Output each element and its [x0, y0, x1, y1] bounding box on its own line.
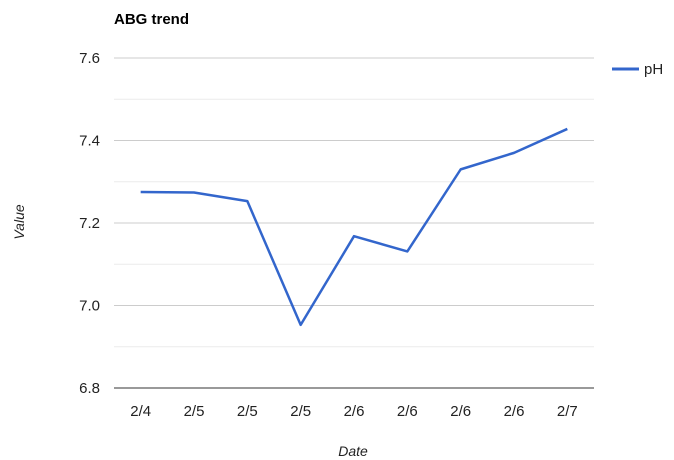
y-axis-ticks: 6.8 7.0 7.2 7.4 7.6: [79, 50, 100, 397]
y-axis-title: Value: [11, 204, 27, 240]
y-tick-label: 7.4: [79, 133, 100, 150]
x-tick-label: 2/7: [557, 403, 578, 420]
x-tick-label: 2/6: [450, 403, 471, 420]
x-axis-ticks: 2/4 2/5 2/5 2/5 2/6 2/6 2/6 2/6 2/7: [130, 403, 578, 420]
x-tick-label: 2/6: [504, 403, 525, 420]
x-tick-label: 2/4: [130, 403, 151, 420]
y-tick-label: 7.0: [79, 298, 100, 315]
x-tick-label: 2/6: [344, 403, 365, 420]
legend: pH: [612, 61, 663, 78]
x-tick-label: 2/5: [290, 403, 311, 420]
gridlines: [114, 57, 594, 389]
x-tick-label: 2/6: [397, 403, 418, 420]
x-axis-title: Date: [338, 443, 368, 459]
x-tick-label: 2/5: [237, 403, 258, 420]
chart-title: ABG trend: [114, 11, 189, 28]
legend-label-ph: pH: [644, 61, 663, 78]
series-lines: [140, 127, 568, 327]
y-tick-label: 7.6: [79, 50, 100, 67]
y-tick-label: 6.8: [79, 380, 100, 397]
series-line-ph: [140, 127, 568, 327]
y-tick-label: 7.2: [79, 215, 100, 232]
x-tick-label: 2/5: [184, 403, 205, 420]
